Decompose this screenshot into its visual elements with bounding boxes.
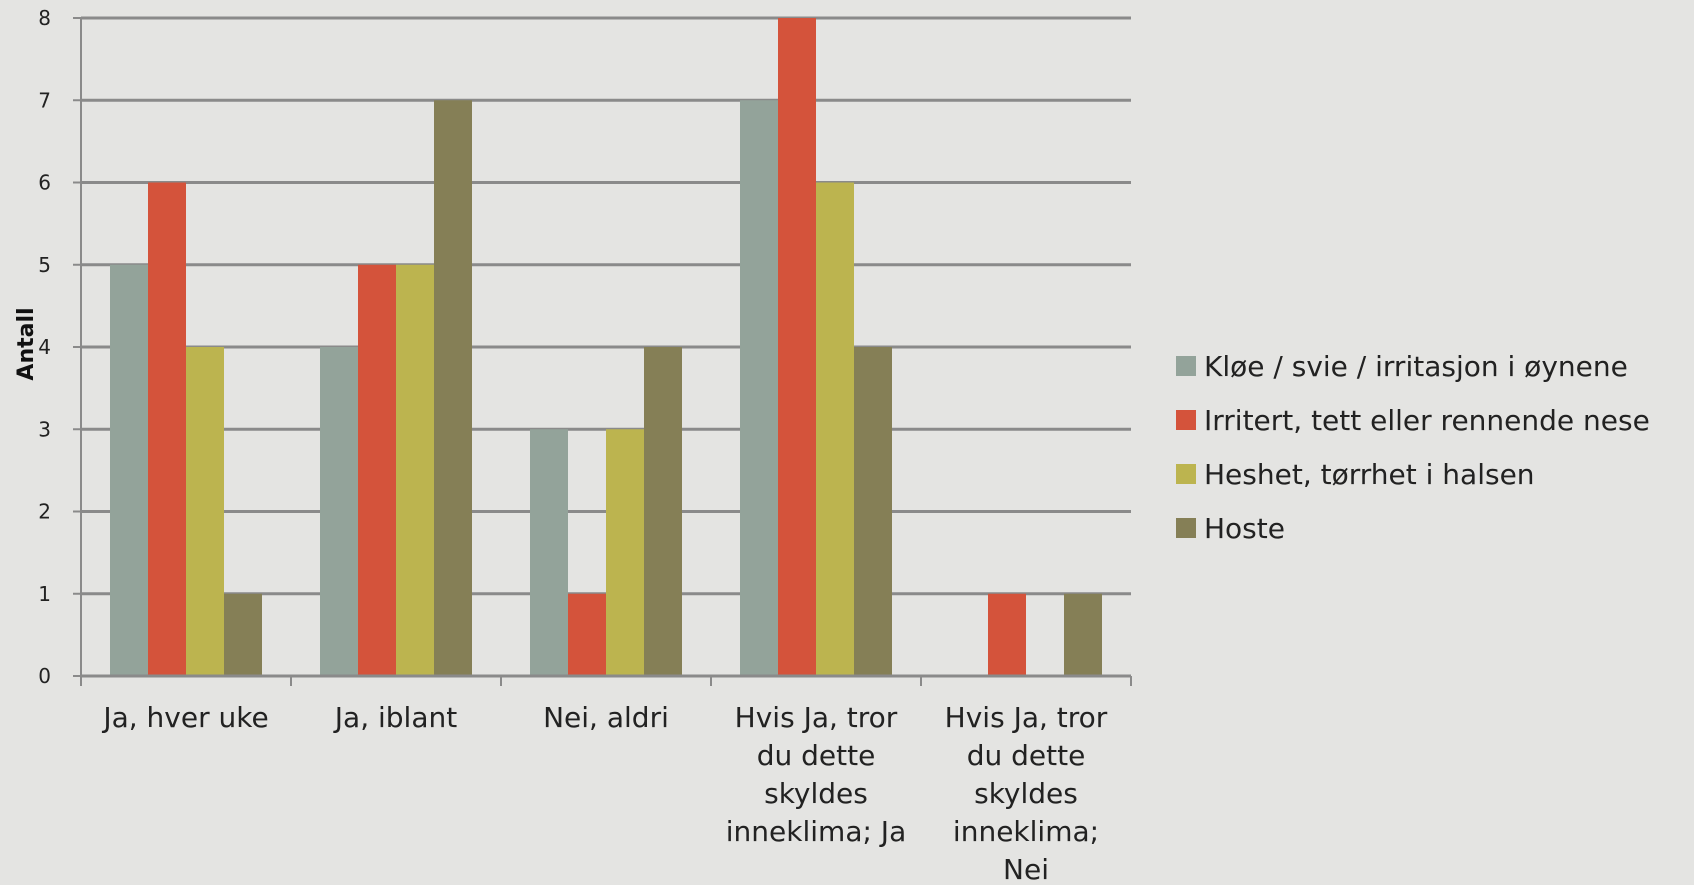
legend-swatch [1176,356,1196,376]
x-category-label: Hvis Ja, tror du dette skyldes inneklima; J… [726,701,906,848]
bar [816,182,854,676]
x-category-label-line: Hvis Ja, tror [945,701,1108,734]
y-tick-label: 2 [38,500,51,524]
bar [186,347,224,676]
bar [568,593,606,676]
bar [530,429,568,676]
x-category-label-line: inneklima; [953,815,1099,848]
legend-swatch [1176,464,1196,484]
y-tick-label: 3 [38,417,51,441]
legend-label: Heshet, tørrhet i halsen [1204,458,1535,491]
bar [358,264,396,676]
y-tick-label: 4 [38,335,51,359]
bar [148,182,186,676]
legend-swatch [1176,410,1196,430]
x-category-label: Nei, aldri [543,701,669,734]
y-tick-label: 0 [38,664,51,688]
x-category-label-line: skyldes [764,777,868,810]
bar [644,347,682,676]
x-category-label-line: inneklima; Ja [726,815,906,848]
bar [854,347,892,676]
bar [224,593,262,676]
bar [396,264,434,676]
bar [606,429,644,676]
legend-label: Kløe / svie / irritasjon i øynene [1204,350,1628,383]
legend-swatch [1176,518,1196,538]
legend-label: Irritert, tett eller rennende nese [1204,404,1650,437]
y-axis-label: Antall [14,307,39,380]
x-category-label-line: Hvis Ja, tror [735,701,898,734]
x-category-label-line: Ja, hver uke [101,701,268,734]
y-tick-label: 7 [38,88,51,112]
x-category-label-line: du dette [757,739,876,772]
x-category-label: Ja, hver uke [101,701,268,734]
x-category-labels: Ja, hver uke Ja, iblant Nei, aldri Hvis Ja,… [101,701,1107,885]
legend-label: Hoste [1204,512,1285,545]
y-tick-labels: 0 1 2 3 4 5 6 7 8 [38,6,51,688]
bar [988,593,1026,676]
legend: Kløe / svie / irritasjon i øynene Irriter… [1176,350,1650,545]
x-category-label-line: Ja, iblant [333,701,457,734]
x-category-label-line: skyldes [974,777,1078,810]
x-category-label-line: Nei, aldri [543,701,669,734]
x-category-label: Hvis Ja, tror du dette skyldes inneklima; Ne… [945,701,1108,885]
y-tick-label: 1 [38,582,51,606]
bar [1064,593,1102,676]
bar [110,264,148,676]
x-category-label-line: Nei [1003,853,1049,885]
bar [320,347,358,676]
y-tick-label: 6 [38,171,51,195]
bar [778,18,816,676]
axes [73,17,1132,686]
y-tick-label: 5 [38,253,51,277]
bars [110,18,1102,676]
bar [434,100,472,676]
y-tick-label: 8 [38,6,51,30]
bar [740,100,778,676]
x-category-label-line: du dette [967,739,1086,772]
x-category-label: Ja, iblant [333,701,457,734]
